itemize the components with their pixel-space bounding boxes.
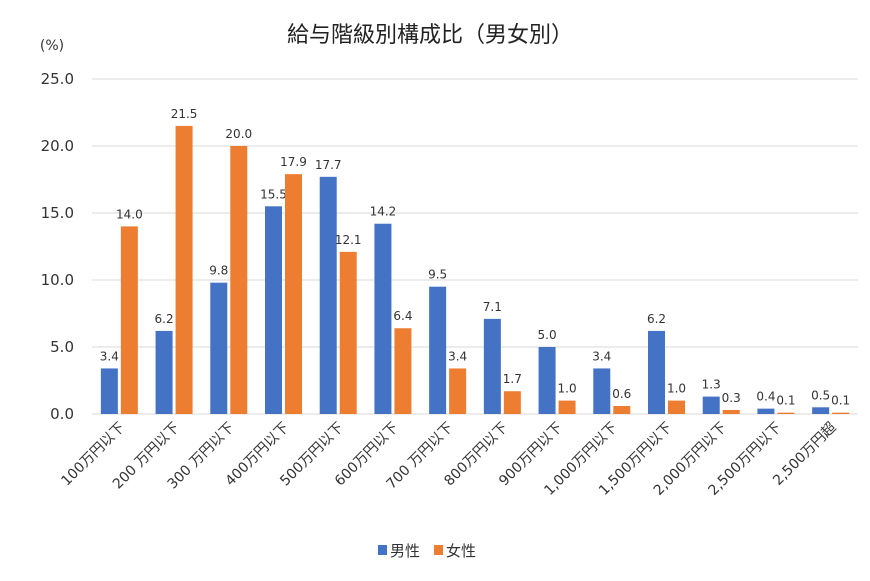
data-label: 21.5 [171,107,198,121]
bar-female [613,405,631,414]
data-label: 9.8 [209,264,228,278]
data-label: 0.1 [831,394,850,408]
bar-female [230,146,248,414]
y-tick-label: 5.0 [50,338,74,356]
data-label: 0.3 [722,391,741,405]
data-label: 20.0 [225,127,252,141]
bar-female [558,400,576,414]
data-label: 17.9 [280,155,307,169]
bar-male [483,318,501,414]
data-label: 0.1 [776,394,795,408]
bar-male [100,368,118,414]
bar-male [374,223,392,414]
data-label: 1.0 [667,382,686,396]
legend: 男性 女性 [378,542,476,560]
y-tick-label: 25.0 [41,70,74,88]
data-label: 15.5 [260,187,287,201]
data-label: 0.6 [612,387,631,401]
legend-label: 女性 [446,542,476,560]
y-tick-label: 15.0 [41,204,74,222]
bar-female [175,125,193,415]
bar-male [538,347,556,414]
bar-female [449,368,467,414]
data-label: 3.4 [100,349,119,363]
bar-female [777,412,795,414]
data-label: 1.7 [503,372,522,386]
data-label: 0.5 [811,388,830,402]
bar-male [648,330,665,414]
data-label: 14.2 [370,205,397,219]
bar-female [668,400,685,414]
bar-male [429,286,447,414]
bar-male [319,176,337,414]
data-label: 3.4 [592,349,611,363]
legend-swatch-male [378,545,387,555]
bar-female [394,328,412,414]
bar-female [832,412,850,414]
bar-female [722,409,740,414]
data-label: 1.0 [558,382,577,396]
data-label: 17.7 [315,158,342,172]
data-label: 12.1 [335,233,362,247]
legend-swatch-female [434,545,443,555]
data-label: 6.2 [155,312,174,326]
legend-label: 男性 [390,542,420,560]
data-label: 9.5 [428,268,447,282]
data-label: 0.4 [756,390,775,404]
bar-female [285,174,302,414]
data-label: 1.3 [702,378,721,392]
data-label: 5.0 [538,328,557,342]
data-label: 6.4 [393,309,412,323]
bar-male [593,368,611,414]
data-label: 3.4 [448,349,467,363]
y-axis-unit-label: (%) [40,38,64,54]
bar-female [339,251,357,414]
data-label: 6.2 [647,312,666,326]
bar-male [812,407,830,414]
data-label: 14.0 [116,207,143,221]
bar-male [155,330,173,414]
chart-title: 給与階級別構成比（男女別） [287,23,573,48]
bar-male [757,408,775,414]
y-tick-label: 10.0 [41,271,74,289]
bar-female [503,391,521,414]
y-tick-label: 0.0 [50,405,74,423]
bar-male [210,282,228,414]
bar-female [120,226,138,414]
bar-male [265,206,282,414]
data-label: 7.1 [483,300,502,314]
bar-male [702,396,720,414]
y-tick-label: 20.0 [41,137,74,155]
